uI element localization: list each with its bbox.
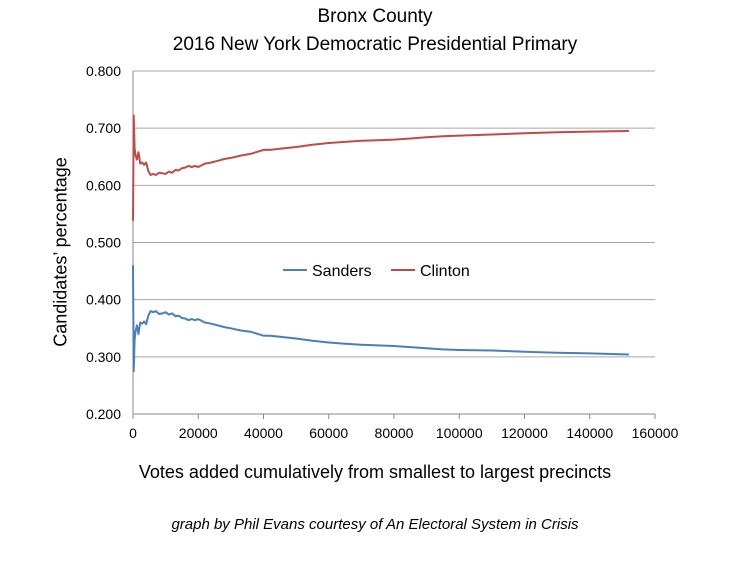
x-tick-label: 160000 (632, 425, 679, 441)
series-line-sanders (132, 265, 629, 373)
y-tick-label: 0.700 (86, 120, 121, 136)
credit-line: graph by Phil Evans courtesy of An Elect… (171, 516, 579, 533)
tick-labels: 0.200 0.300 0.400 0.500 0.600 0.700 0.800 0 2000… (86, 63, 679, 441)
x-axis-label: Votes added cumulatively from smallest t… (138, 462, 612, 482)
x-tick-label: 0 (129, 425, 137, 441)
x-tick-label: 40000 (244, 425, 283, 441)
series-line-clinton (132, 114, 629, 221)
y-tick-label: 0.200 (86, 406, 121, 422)
gridlines (133, 70, 655, 415)
x-tick-label: 120000 (501, 425, 548, 441)
y-tick-label: 0.500 (86, 235, 121, 251)
y-tick-label: 0.300 (86, 349, 121, 365)
y-tick-label: 0.600 (86, 177, 121, 193)
series-lines (132, 114, 629, 373)
x-tick-label: 100000 (436, 425, 483, 441)
axes (132, 71, 656, 419)
x-tick-label: 20000 (179, 425, 218, 441)
chart-title: Bronx County (317, 6, 433, 27)
legend-label-sanders: Sanders (312, 263, 372, 280)
x-tick-label: 80000 (375, 425, 414, 441)
y-tick-label: 0.400 (86, 292, 121, 308)
y-tick-label: 0.800 (86, 63, 121, 79)
x-tick-label: 140000 (566, 425, 613, 441)
legend-label-clinton: Clinton (420, 263, 470, 280)
legend: Sanders Clinton (283, 263, 470, 280)
x-tick-label: 60000 (309, 425, 348, 441)
chart-subtitle: 2016 New York Democratic Presidential Pr… (172, 34, 578, 55)
